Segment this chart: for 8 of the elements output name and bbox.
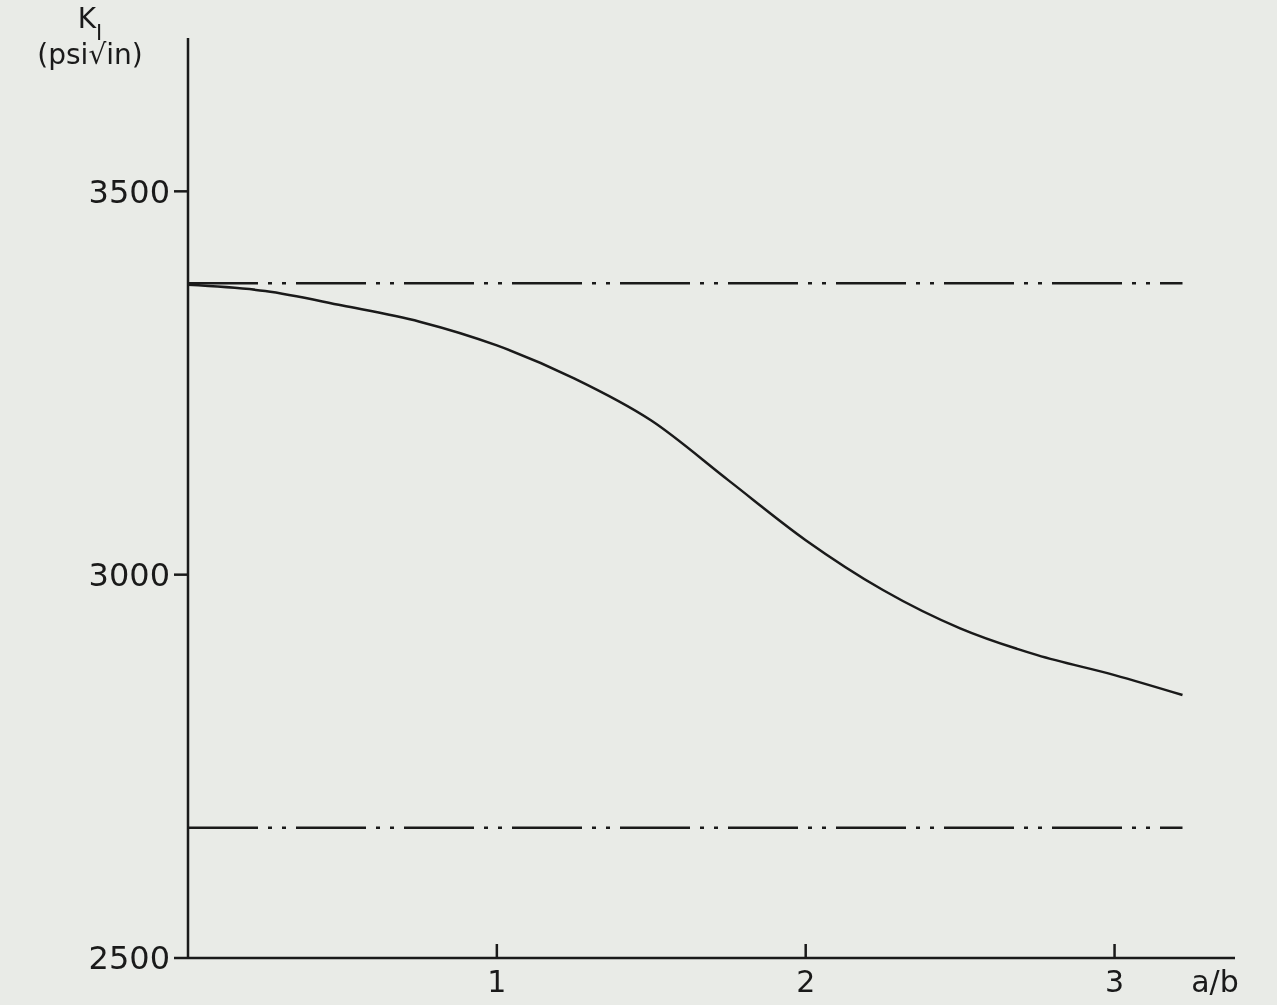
x-axis-title: a/b	[1191, 964, 1239, 999]
x-tick-label: 2	[796, 964, 816, 999]
x-tick-label: 3	[1105, 964, 1125, 999]
y-tick-label: 3000	[88, 555, 170, 594]
y-tick-label: 3500	[88, 172, 170, 211]
y-axis-title: K$_{I}$ (psi√in)	[37, 2, 143, 72]
x-tick-label: 1	[487, 964, 507, 999]
y-tick-label: 2500	[88, 939, 170, 978]
